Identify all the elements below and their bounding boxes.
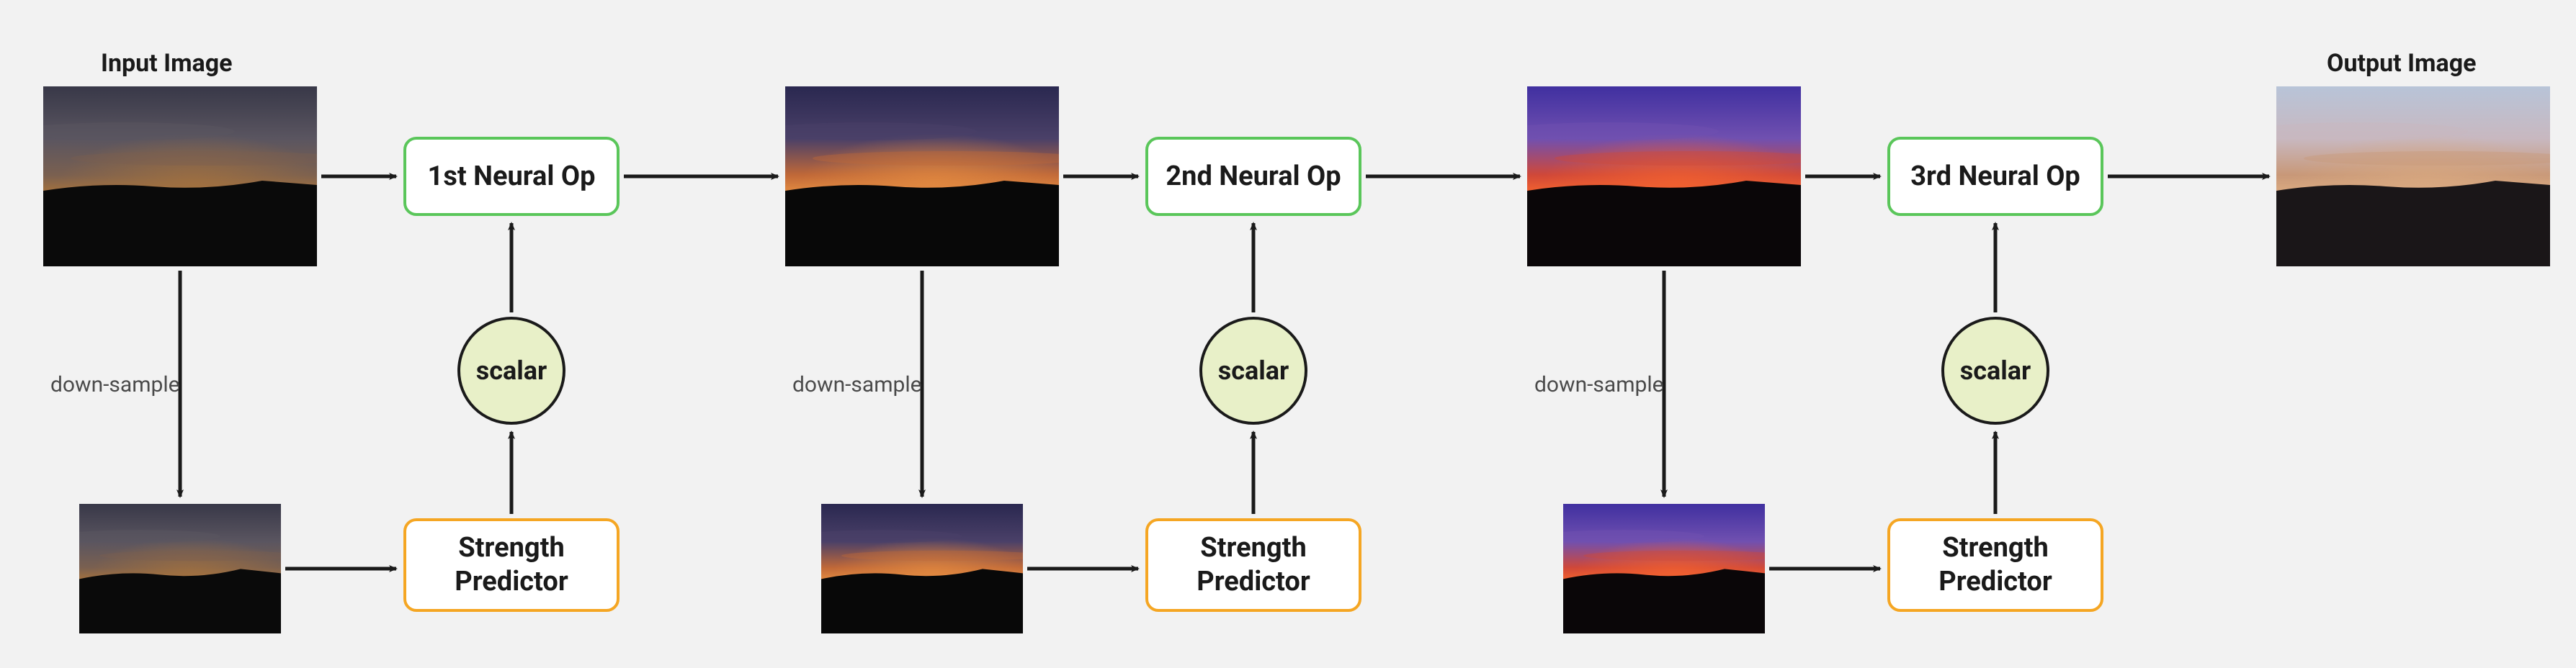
neural-op-box-0: 1st Neural Op (403, 137, 620, 216)
scalar-node-2: scalar (1941, 317, 2049, 425)
stage-1-downsample-image (821, 504, 1023, 633)
neural-op-box-2: 3rd Neural Op (1887, 137, 2103, 216)
scalar-node-0: scalar (457, 317, 565, 425)
scalar-node-1: scalar (1199, 317, 1307, 425)
output-image-title: Output Image (2327, 49, 2477, 78)
down-sample-label-2: down-sample (1534, 372, 1664, 397)
input-image-title: Input Image (101, 49, 233, 78)
down-sample-label-0: down-sample (50, 372, 180, 397)
stage-0-downsample-image (79, 504, 281, 633)
neural-op-box-1: 2nd Neural Op (1145, 137, 1361, 216)
strength-predictor-box-1: Strength Predictor (1145, 518, 1361, 612)
down-sample-label-1: down-sample (792, 372, 922, 397)
stage-1-input-image (785, 86, 1059, 266)
stage-0-input-image (43, 86, 317, 266)
stage-2-downsample-image (1563, 504, 1765, 633)
strength-predictor-box-0: Strength Predictor (403, 518, 620, 612)
output-image (2276, 86, 2550, 266)
stage-2-input-image (1527, 86, 1801, 266)
strength-predictor-box-2: Strength Predictor (1887, 518, 2103, 612)
